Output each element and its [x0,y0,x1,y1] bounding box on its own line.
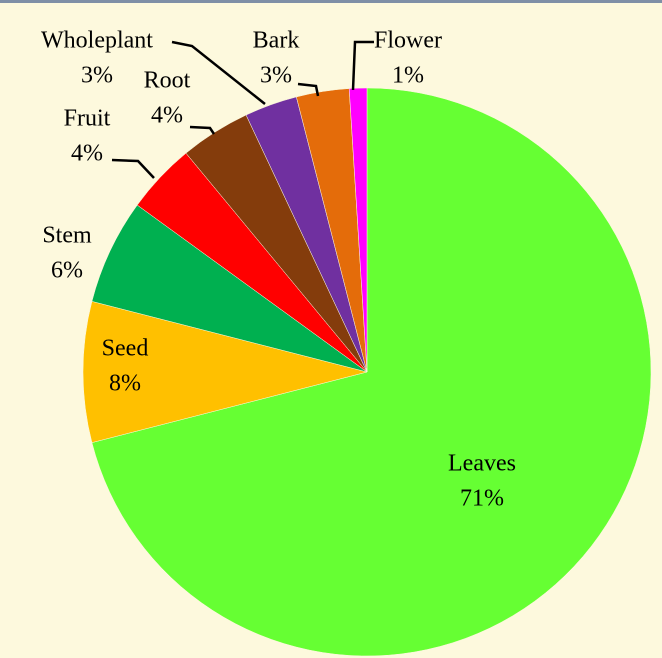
pie-slice [348,87,368,373]
pie-slice [82,301,368,443]
leader-line [111,158,155,179]
slice-value-label: 71% [460,486,504,512]
slice-label: Fruit [64,106,111,132]
slice-value-label: 3% [260,63,292,89]
leader-line [297,82,320,97]
slice-label: Seed [102,336,149,362]
slice-label: Wholeplant [41,28,153,54]
slice-value-label: 3% [81,63,113,89]
leader-line [351,40,374,91]
slice-label: Stem [42,223,92,249]
slice-value-label: 4% [71,141,103,167]
slice-value-label: 4% [151,103,183,129]
slice-label: Root [144,68,191,94]
slice-label: Bark [253,28,300,54]
slice-value-label: 1% [392,63,424,89]
slice-label: Leaves [448,451,516,477]
slice-value-label: 8% [109,371,141,397]
leader-line [189,125,216,135]
pie-slice [91,87,652,657]
slice-label: Flower [374,28,442,54]
slice-value-label: 6% [51,258,83,284]
leader-line [171,40,266,105]
